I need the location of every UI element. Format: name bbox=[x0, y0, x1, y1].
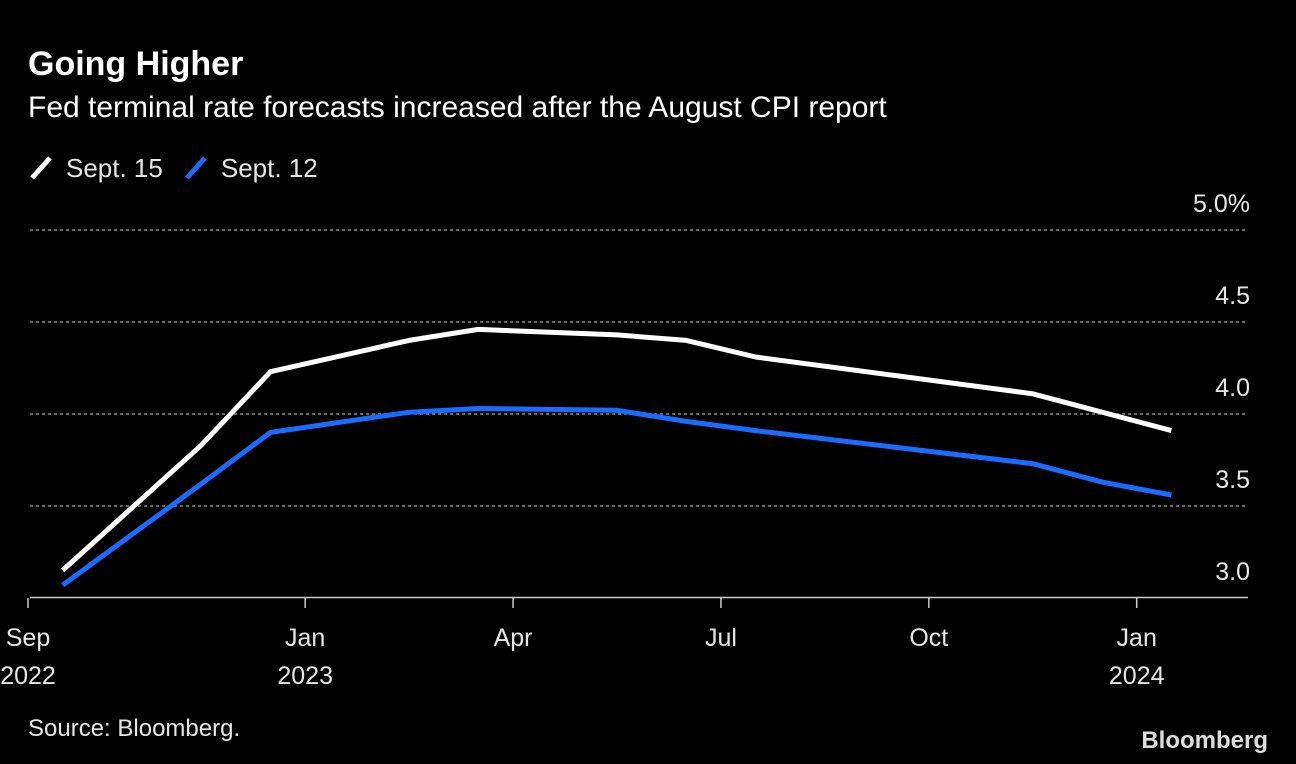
y-tick-label: 3.0 bbox=[1215, 558, 1250, 586]
x-tick-year: 2022 bbox=[0, 662, 56, 690]
y-tick-label: 4.5 bbox=[1215, 282, 1250, 310]
series-line bbox=[60, 326, 1173, 573]
chart-title: Going Higher bbox=[28, 45, 243, 83]
x-tick-label: Jul bbox=[705, 624, 737, 652]
source-note: Source: Bloomberg. bbox=[28, 715, 240, 742]
legend-label: Sept. 15 bbox=[66, 153, 163, 183]
y-tick-label: 3.5 bbox=[1215, 466, 1250, 494]
y-tick-label: 4.0 bbox=[1215, 374, 1250, 402]
x-tick-label: Jan bbox=[285, 624, 325, 652]
x-tick-label: Jan bbox=[1117, 624, 1157, 652]
x-tick-label: Oct bbox=[909, 624, 948, 652]
legend-swatch bbox=[30, 156, 52, 180]
legend-label: Sept. 12 bbox=[221, 153, 318, 183]
y-tick-label: 5.0% bbox=[1193, 190, 1250, 218]
x-tick-label: Sep bbox=[6, 624, 50, 652]
x-tick-year: 2024 bbox=[1109, 662, 1165, 690]
series-line bbox=[61, 406, 1172, 588]
x-tick-label: Apr bbox=[494, 624, 533, 652]
legend-swatch bbox=[185, 156, 207, 180]
x-tick-year: 2023 bbox=[277, 662, 333, 690]
chart-subtitle: Fed terminal rate forecasts increased af… bbox=[28, 91, 887, 124]
brand-logo: Bloomberg bbox=[1141, 727, 1268, 754]
